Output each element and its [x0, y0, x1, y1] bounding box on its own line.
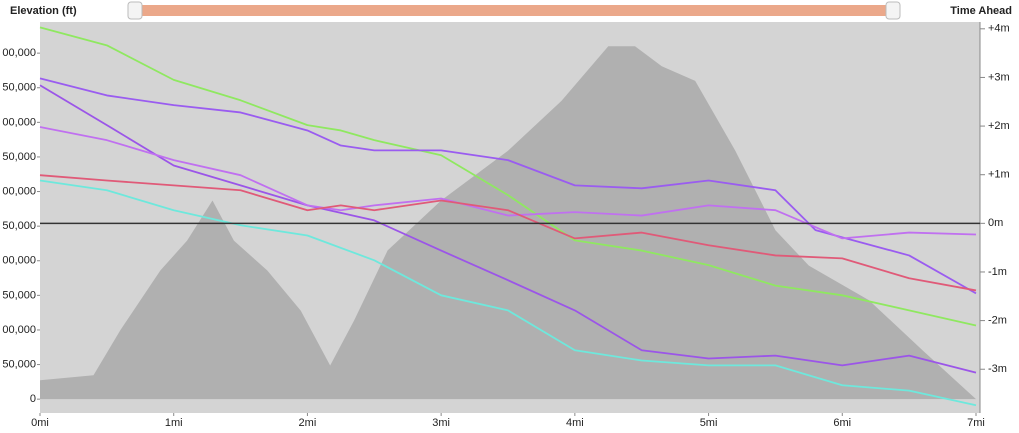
y2-tick-label: +4m: [988, 23, 1010, 35]
y-tick-label: 50,000: [2, 82, 36, 94]
y2-tick-label: +2m: [988, 120, 1010, 132]
y-tick-label: 00,000: [2, 255, 36, 267]
y-tick-label: 00,000: [2, 324, 36, 336]
y-axis-label: Elevation (ft): [10, 5, 77, 17]
y2-tick-label: -1m: [988, 266, 1007, 278]
y-tick-label: 50,000: [2, 289, 36, 301]
y2-tick-label: 0m: [988, 217, 1003, 229]
y2-axis-label: Time Ahead: [950, 5, 1012, 17]
x-tick-label: 0mi: [31, 417, 49, 429]
time-ahead-line: [39, 126, 977, 240]
y-tick-label: 50,000: [2, 151, 36, 163]
y-tick-label: 50,000: [2, 358, 36, 370]
slider-track: [134, 5, 896, 16]
x-tick-label: 3mi: [432, 417, 450, 429]
y-tick-label: 50,000: [2, 220, 36, 232]
y-tick-label: 0: [30, 393, 36, 405]
y2-tick-label: +3m: [988, 71, 1010, 83]
x-tick-label: 5mi: [700, 417, 718, 429]
y-tick-label: 00,000: [2, 116, 36, 128]
x-tick-label: 4mi: [566, 417, 584, 429]
y2-tick-label: -2m: [988, 315, 1007, 327]
time-ahead-line: [39, 77, 977, 295]
x-tick-label: 6mi: [833, 417, 851, 429]
y2-tick-label: -3m: [988, 363, 1007, 375]
slider-handle[interactable]: [885, 1, 901, 20]
range-slider[interactable]: [127, 1, 901, 20]
y-tick-label: 00,000: [2, 47, 36, 59]
time-ahead-line: [39, 174, 977, 292]
x-tick-label: 1mi: [165, 417, 183, 429]
y-tick-label: 00,000: [2, 185, 36, 197]
time-ahead-line: [39, 179, 977, 407]
y2-tick-label: +1m: [988, 169, 1010, 181]
x-tick-label: 7mi: [967, 417, 985, 429]
time-ahead-line: [39, 26, 977, 327]
x-tick-label: 2mi: [299, 417, 317, 429]
slider-handle[interactable]: [127, 1, 143, 20]
time-ahead-line: [39, 84, 977, 374]
